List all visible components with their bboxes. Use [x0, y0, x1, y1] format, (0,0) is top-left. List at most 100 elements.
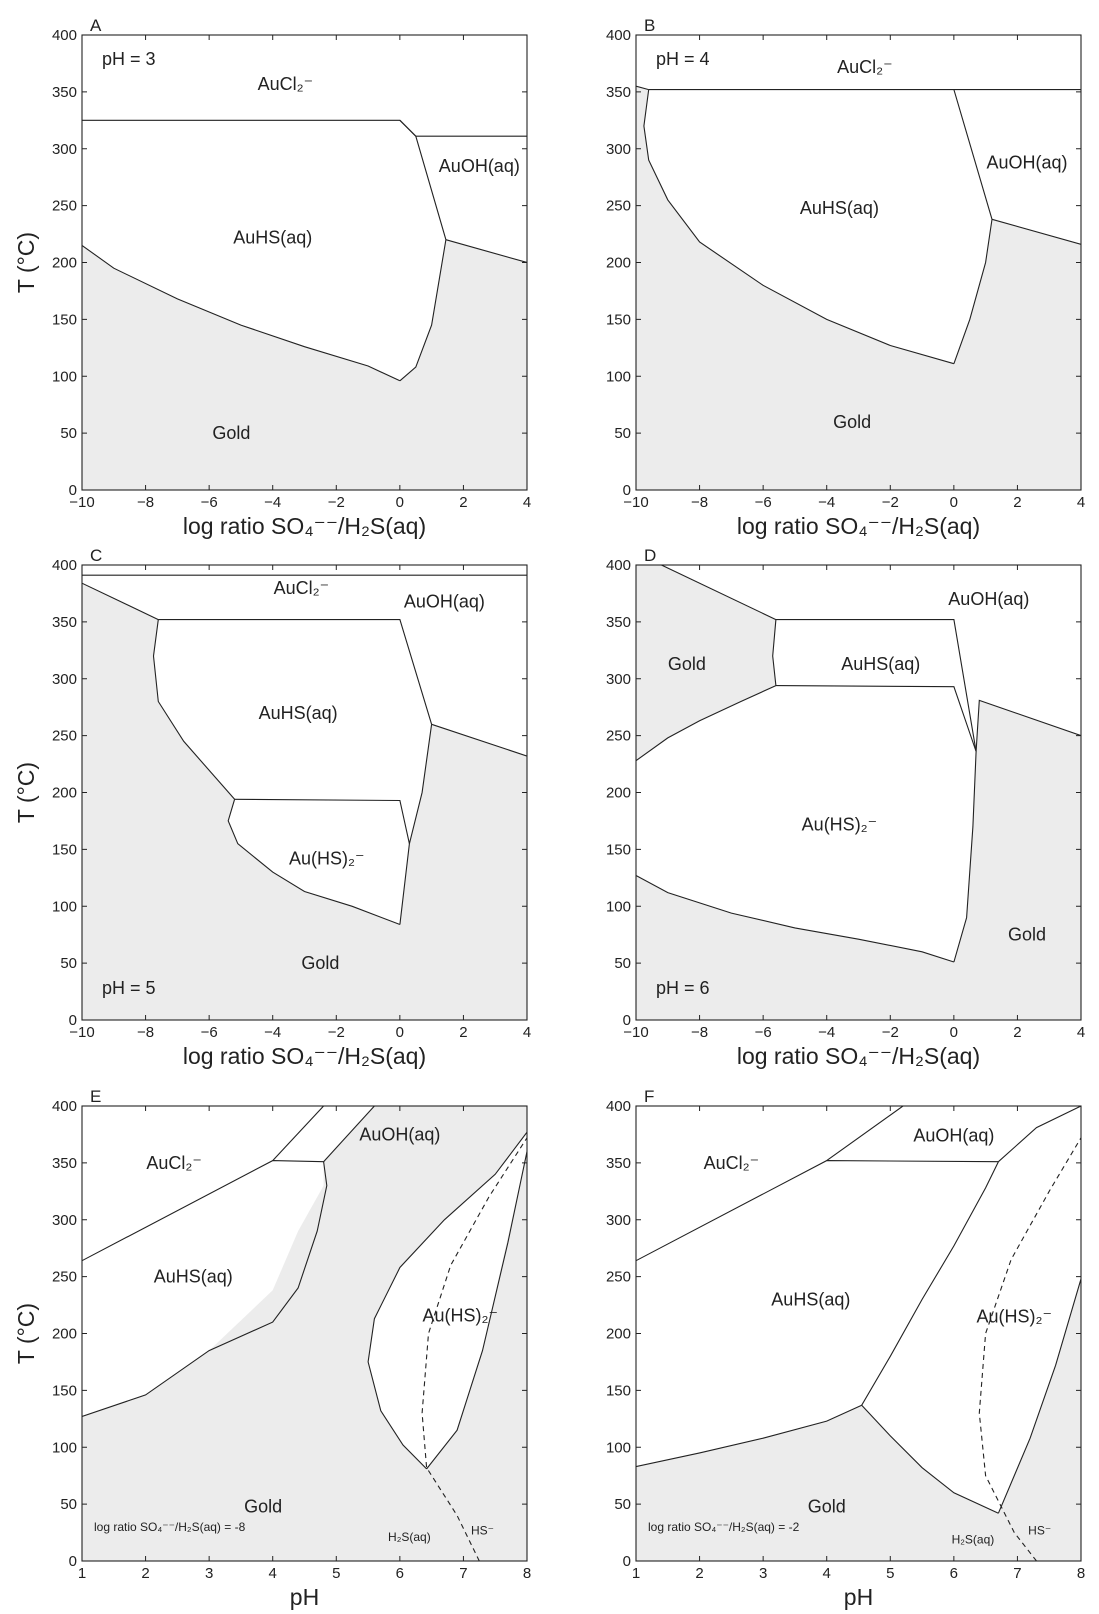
x-tick-label: −2 — [328, 1024, 345, 1041]
stability-field-label: Gold — [668, 654, 706, 674]
x-tick-label: 3 — [205, 1565, 213, 1582]
y-axis-title: T (°C) — [13, 762, 39, 823]
x-axis-title: log ratio SO₄⁻⁻/H₂S(aq) — [737, 513, 980, 539]
y-tick-label: 50 — [614, 425, 631, 442]
phase-boundary-line — [997, 1278, 1081, 1514]
phase-boundary-line — [991, 218, 1081, 245]
x-tick-label: −10 — [623, 494, 648, 511]
phase-boundary-line — [861, 1161, 999, 1406]
x-tick-label: −2 — [882, 494, 899, 511]
x-axis-title: pH — [290, 1584, 319, 1610]
y-tick-label: 250 — [606, 1269, 631, 1286]
gold-stability-field — [636, 565, 776, 761]
y-axis-title: T (°C) — [13, 232, 39, 293]
h2s-hs-equal-activity-line — [978, 1137, 1081, 1561]
y-tick-label: 150 — [52, 1382, 77, 1399]
y-tick-label: 350 — [52, 84, 77, 101]
phase-boundary-line — [82, 582, 159, 621]
species-label: H₂S(aq) — [952, 1532, 995, 1546]
phase-boundary-line — [636, 685, 777, 762]
y-tick-label: 250 — [606, 728, 631, 745]
x-tick-label: 5 — [886, 1565, 894, 1582]
y-tick-label: 200 — [606, 1326, 631, 1343]
x-tick-label: 0 — [950, 494, 958, 511]
panel-d-plot-area — [636, 565, 1081, 1020]
y-tick-label: 150 — [52, 311, 77, 328]
y-tick-label: 100 — [606, 1439, 631, 1456]
x-tick-label: −10 — [69, 494, 94, 511]
y-tick-label: 350 — [606, 614, 631, 631]
stability-field-label: Gold — [301, 953, 339, 973]
panel-e-plot-area — [82, 1106, 527, 1561]
phase-boundary-line — [399, 119, 447, 240]
phase-boundary-line — [234, 798, 410, 844]
y-tick-label: 0 — [623, 1553, 631, 1570]
phase-boundary-line — [772, 619, 777, 686]
x-tick-label: 1 — [632, 1565, 640, 1582]
y-tick-label: 350 — [606, 84, 631, 101]
phase-boundary-line — [82, 1160, 324, 1262]
phase-boundary-line — [775, 619, 977, 752]
x-tick-label: −8 — [137, 494, 154, 511]
x-tick-label: 4 — [523, 1024, 531, 1041]
gold-stability-field — [636, 700, 1081, 1020]
y-axis-title: T (°C) — [13, 1303, 39, 1364]
stability-field-label: AuHS(aq) — [841, 654, 920, 674]
stability-field-label: AuCl₂⁻ — [274, 578, 330, 598]
stability-field-label: AuOH(aq) — [986, 152, 1067, 172]
x-tick-label: 1 — [78, 1565, 86, 1582]
x-tick-label: −8 — [691, 494, 708, 511]
x-tick-label: 0 — [396, 494, 404, 511]
x-axis-title: log ratio SO₄⁻⁻/H₂S(aq) — [183, 1043, 426, 1069]
x-tick-label: 4 — [523, 494, 531, 511]
panel-letter: F — [644, 1087, 654, 1106]
stability-field-label: AuHS(aq) — [771, 1289, 850, 1309]
stability-field-label: AuOH(aq) — [404, 591, 485, 611]
x-tick-label: 2 — [1013, 494, 1021, 511]
x-tick-label: 4 — [1077, 1024, 1085, 1041]
phase-boundary-line — [82, 1161, 328, 1418]
stability-field-label: AuHS(aq) — [800, 198, 879, 218]
x-tick-label: −4 — [264, 494, 281, 511]
y-tick-label: 50 — [60, 425, 77, 442]
phase-boundary-line — [152, 619, 236, 800]
phase-boundary-line — [953, 89, 993, 220]
stability-field-label: AuHS(aq) — [233, 227, 312, 247]
stability-field-label: Gold — [212, 423, 250, 443]
y-tick-label: 100 — [606, 898, 631, 915]
x-tick-label: 7 — [459, 1565, 467, 1582]
y-tick-label: 400 — [52, 557, 77, 574]
phase-boundary-line — [861, 1404, 999, 1514]
x-axis-title: pH — [844, 1584, 873, 1610]
y-tick-label: 250 — [52, 1269, 77, 1286]
y-tick-label: 150 — [606, 1382, 631, 1399]
x-tick-label: −4 — [818, 494, 835, 511]
x-tick-label: 3 — [759, 1565, 767, 1582]
phase-boundary-line — [998, 1106, 1081, 1163]
x-tick-label: 4 — [269, 1565, 277, 1582]
x-tick-label: 8 — [523, 1565, 531, 1582]
y-tick-label: 200 — [606, 785, 631, 802]
stability-field-label: Au(HS)₂⁻ — [977, 1306, 1053, 1326]
aqueous-stability-field — [368, 1132, 527, 1469]
y-tick-label: 200 — [606, 255, 631, 272]
panel-letter: D — [644, 546, 656, 565]
condition-annotation: log ratio SO₄⁻⁻/H₂S(aq) = -8 — [94, 1520, 246, 1534]
panel-a: −10 −8 −6 −4 −2 0 2 4 0 50 100 150 200 250 300 350 400 Al… — [13, 16, 531, 539]
x-tick-label: 0 — [950, 1024, 958, 1041]
stability-field-label: AuCl₂⁻ — [704, 1153, 760, 1173]
condition-annotation: pH = 5 — [102, 978, 156, 998]
y-tick-label: 250 — [606, 198, 631, 215]
y-tick-label: 100 — [52, 368, 77, 385]
y-tick-label: 0 — [69, 1012, 77, 1029]
phase-boundary-line — [636, 1404, 862, 1468]
y-tick-label: 50 — [614, 955, 631, 972]
stability-field-label: Gold — [833, 412, 871, 432]
species-label: HS⁻ — [1028, 1523, 1051, 1537]
panel-a-plot-area — [82, 119, 527, 490]
x-tick-label: 5 — [332, 1565, 340, 1582]
stability-field-label: AuCl₂⁻ — [146, 1153, 202, 1173]
gold-stability-field — [636, 1278, 1081, 1561]
x-tick-label: −6 — [201, 494, 218, 511]
